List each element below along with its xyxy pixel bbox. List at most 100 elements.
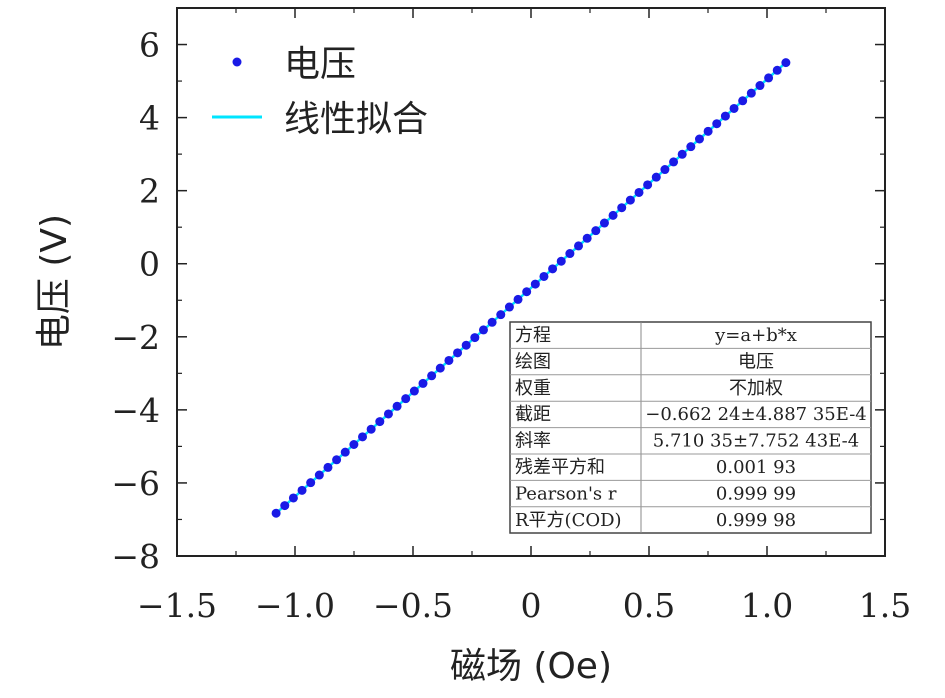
y-tick-label: 2 [139, 172, 160, 211]
data-point [358, 432, 368, 442]
data-point [383, 409, 393, 419]
data-point [530, 279, 540, 289]
data-point [332, 455, 342, 465]
fit-table-value: y=a+b*x [714, 325, 797, 346]
x-tick-label: 1.5 [859, 586, 911, 625]
data-point [288, 493, 298, 503]
data-point [280, 501, 290, 511]
y-tick-label: −8 [111, 537, 160, 576]
fit-table-label: 方程 [515, 325, 551, 346]
data-points [271, 58, 791, 518]
data-point [634, 187, 644, 197]
x-tick-label: 1.0 [741, 586, 793, 625]
data-point [772, 65, 782, 75]
data-point [504, 302, 514, 312]
data-point [539, 271, 549, 281]
fit-table-value: 0.999 99 [716, 483, 796, 504]
data-point [340, 447, 350, 457]
data-point [548, 264, 558, 274]
data-point [487, 317, 497, 327]
data-point [375, 417, 385, 427]
data-point [694, 134, 704, 144]
data-point [582, 233, 592, 243]
data-point [599, 218, 609, 228]
data-point [496, 310, 506, 320]
x-axis-title: 磁场 (Oe) [450, 646, 612, 687]
fit-table-value: 0.001 93 [716, 457, 796, 478]
y-tick-label: 0 [139, 245, 160, 284]
data-point [660, 165, 670, 175]
data-point [574, 241, 584, 251]
x-tick-label: −0.5 [373, 586, 453, 625]
data-point [617, 203, 627, 213]
data-point [738, 96, 748, 106]
data-point [720, 111, 730, 121]
x-tick-label: 0 [521, 586, 542, 625]
data-point [435, 363, 445, 373]
data-point [349, 439, 359, 449]
data-point [686, 142, 696, 152]
data-point [522, 287, 532, 297]
fit-table-label: 斜率 [515, 431, 551, 452]
fit-table-label: 截距 [515, 404, 551, 425]
data-point [314, 470, 324, 480]
data-point [565, 249, 575, 259]
data-point [297, 485, 307, 495]
data-point [513, 294, 523, 304]
data-point [651, 172, 661, 182]
data-point [323, 462, 333, 472]
data-point [669, 157, 679, 167]
data-point [781, 58, 791, 68]
legend-marker-scatter [232, 57, 242, 67]
legend-label-voltage: 电压 [284, 44, 356, 85]
data-point [556, 256, 566, 266]
data-point [712, 119, 722, 129]
y-tick-label: 4 [139, 99, 160, 138]
data-point [643, 180, 653, 190]
legend-label-fit: 线性拟合 [284, 99, 428, 140]
x-tick-label: −1.5 [137, 586, 217, 625]
fit-table-value: 0.999 98 [716, 510, 796, 531]
fit-table-value: 电压 [738, 351, 774, 372]
data-point [677, 149, 687, 159]
fit-table-label: R平方(COD) [515, 510, 622, 531]
fit-table-label: 残差平方和 [515, 457, 605, 478]
y-tick-label: −4 [111, 391, 160, 430]
data-point [591, 226, 601, 236]
data-point [461, 340, 471, 350]
data-point [608, 210, 618, 220]
data-point [271, 508, 281, 518]
legend: 电压 线性拟合 [212, 44, 428, 140]
data-point [401, 394, 411, 404]
axis-ticks [176, 7, 886, 557]
data-point [470, 333, 480, 343]
data-point [703, 126, 713, 136]
fit-table-label: 绘图 [515, 351, 551, 372]
data-point [366, 424, 376, 434]
data-point [306, 478, 316, 488]
fit-table-value: 5.710 35±7.752 43E-4 [653, 431, 859, 452]
fit-table-value: −0.662 24±4.887 35E-4 [645, 404, 866, 425]
y-tick-label: −6 [111, 464, 160, 503]
y-axis-title: 电压 (V) [34, 214, 75, 350]
data-point [478, 325, 488, 335]
y-tick-labels: −8 −6 −4 −2 0 2 4 6 [111, 26, 160, 576]
data-point [625, 195, 635, 205]
y-tick-label: 6 [139, 26, 160, 65]
data-point [729, 103, 739, 113]
data-point [453, 348, 463, 358]
data-point [409, 386, 419, 396]
data-point [427, 371, 437, 381]
data-point [764, 73, 774, 83]
data-point [746, 88, 756, 98]
fit-table-label: 权重 [515, 378, 551, 399]
x-tick-label: 0.5 [623, 586, 675, 625]
fit-table-value: 不加权 [729, 378, 783, 399]
x-tick-labels: −1.5 −1.0 −0.5 0 0.5 1.0 1.5 [137, 586, 911, 625]
fit-table-label: Pearson's r [515, 483, 617, 504]
data-point [418, 378, 428, 388]
data-point [755, 81, 765, 91]
data-point [392, 401, 402, 411]
